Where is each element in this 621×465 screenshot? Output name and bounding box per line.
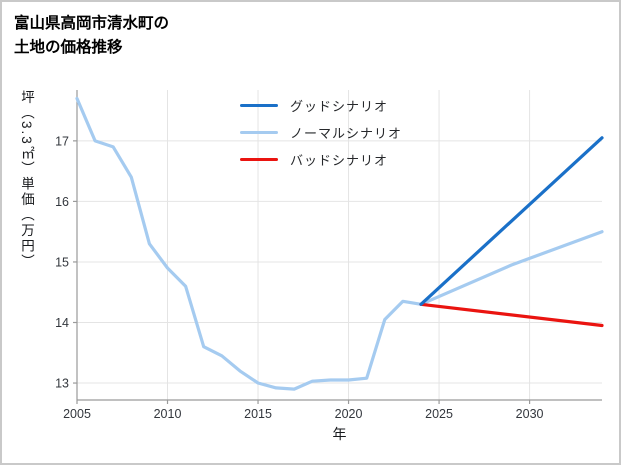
legend-label: バッドシナリオ [290,153,389,168]
series-line-0 [419,136,604,306]
y-tick-label: 13 [55,377,69,391]
legend-label: ノーマルシナリオ [290,126,403,141]
y-tick-label: 16 [55,195,69,209]
x-tick-label: 2030 [516,407,544,421]
x-tick-label: 2015 [244,407,272,421]
series-line-1 [75,96,604,391]
legend-line-swatch [240,157,278,162]
y-axis-label: 坪（3.3㎡）単価（万円） [19,90,34,270]
chart-title-line2: 土地の価格推移 [14,39,123,57]
x-tick-label: 2005 [63,407,91,421]
chart-title: 富山県高岡市清水町の 土地の価格推移 [14,12,169,60]
legend-line-swatch [240,130,278,135]
x-axis-label: 年 [332,426,347,442]
legend-item-1: ノーマルシナリオ [240,119,402,146]
chart-legend: グッドシナリオ ノーマルシナリオ バッドシナリオ [240,92,402,173]
y-tick-label: 17 [55,134,69,148]
chart-title-line1: 富山県高岡市清水町の [14,15,170,32]
legend-item-2: バッドシナリオ [240,146,402,173]
y-tick-label: 14 [55,316,69,330]
series-line-2 [419,302,604,328]
x-tick-label: 2020 [335,407,363,421]
x-tick-label: 2010 [154,407,182,421]
legend-line-swatch [240,103,278,108]
y-tick-label: 15 [55,255,69,269]
legend-label: グッドシナリオ [290,99,389,114]
x-tick-label: 2025 [425,407,453,421]
legend-item-0: グッドシナリオ [240,92,402,119]
